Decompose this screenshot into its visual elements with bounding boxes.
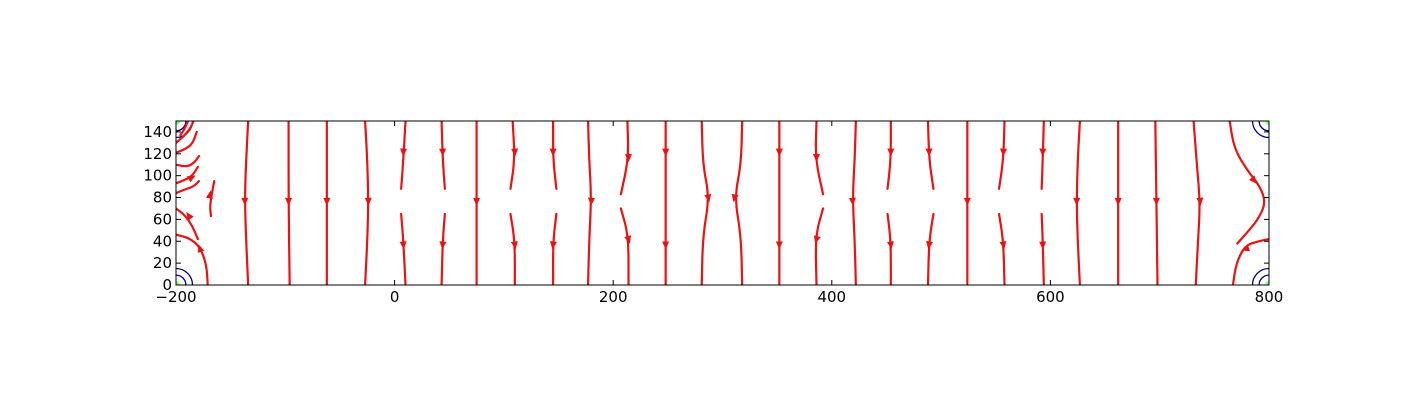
contour-ring-1-2: [176, 121, 180, 125]
arrowhead-35-0: [926, 241, 934, 250]
streamline-37: [997, 121, 1006, 190]
arrowhead-18-0: [511, 148, 519, 157]
arrowhead-33-0: [886, 241, 894, 250]
streamline-39: [1040, 121, 1045, 190]
arrowhead-5-0: [186, 175, 196, 183]
x-tick-label: 600: [1036, 288, 1065, 306]
arrowhead-22-0: [587, 197, 595, 206]
arrowhead-1-0: [186, 212, 194, 221]
arrowhead-19-0: [510, 241, 518, 250]
streamline-32: [886, 121, 892, 190]
x-tick-label: 0: [390, 288, 400, 306]
y-tick-label: 60: [153, 210, 172, 228]
y-tick-label: 120: [143, 145, 172, 163]
arrowhead-13-0: [400, 148, 408, 157]
y-tick-label: 40: [153, 232, 172, 250]
arrowhead-14-0: [399, 241, 407, 250]
x-tick-label: 200: [599, 288, 628, 306]
arrowhead-46-0: [1241, 244, 1251, 252]
streamline-3: [176, 180, 201, 195]
y-tick-label: 140: [143, 123, 172, 141]
arrowhead-25-0: [662, 148, 670, 157]
y-axis: 0 20 40 60 80 100 120 140: [143, 123, 1269, 294]
x-tick-label: 400: [817, 288, 846, 306]
streamline-6: [176, 130, 198, 154]
arrowhead-15-0: [439, 148, 447, 157]
arrowhead-43-0: [1152, 197, 1160, 206]
y-tick-label: 100: [143, 167, 172, 185]
arrowhead-23-0: [624, 153, 632, 163]
arrowhead-40-0: [1039, 241, 1047, 250]
arrowhead-21-0: [549, 241, 557, 250]
arrowhead-32-0: [887, 148, 895, 157]
arrowhead-45-0: [1249, 175, 1257, 184]
arrowhead-9-0: [241, 197, 249, 206]
arrowhead-12-0: [364, 197, 372, 206]
arrowhead-29-0: [813, 153, 821, 163]
arrowhead-0-0: [197, 244, 205, 253]
arrowhead-37-0: [999, 148, 1007, 157]
arrowhead-layer: [186, 148, 1257, 253]
arrowhead-25-1: [662, 241, 670, 250]
axes-background: [176, 121, 1269, 285]
arrowhead-16-0: [439, 241, 447, 250]
arrowhead-11-0: [323, 197, 331, 206]
arrowhead-38-0: [999, 241, 1007, 250]
arrowhead-41-0: [1073, 197, 1081, 206]
y-tick-label: 0: [162, 276, 172, 294]
streamline-45: [1228, 121, 1266, 245]
arrowhead-42-0: [1114, 197, 1122, 206]
arrowhead-2-0: [205, 190, 213, 199]
y-tick-label: 80: [153, 189, 172, 207]
arrowhead-39-0: [1039, 148, 1047, 157]
arrowhead-27-0: [731, 193, 739, 203]
y-tick-label: 20: [153, 254, 172, 272]
streamline-1: [176, 207, 199, 241]
arrowhead-44-0: [1196, 197, 1204, 206]
streamline-7: [176, 121, 195, 144]
contour-ring-0-2: [176, 281, 180, 285]
streamline-15: [440, 121, 446, 190]
x-tick-label: 800: [1255, 288, 1284, 306]
streamline-13: [400, 121, 407, 190]
arrowhead-31-0: [848, 197, 856, 206]
axes-frame: [175, 120, 1270, 286]
x-axis: −200 0 200 400 600 800: [155, 121, 1283, 306]
streamline-20: [551, 121, 558, 190]
x-tick-label: −200: [155, 288, 196, 306]
streamline-34: [926, 121, 935, 190]
arrowhead-28-0: [775, 148, 783, 157]
arrowhead-20-0: [549, 148, 557, 157]
streamline-18: [509, 121, 516, 190]
arrowhead-26-0: [704, 193, 712, 203]
arrowhead-17-0: [473, 197, 481, 206]
streamline-4: [176, 154, 201, 168]
arrowhead-28-1: [775, 241, 783, 250]
arrowhead-36-0: [963, 197, 971, 206]
streamline-2: [209, 180, 216, 218]
arrowhead-34-0: [925, 148, 933, 157]
streamline-8: [179, 121, 190, 137]
arrowhead-24-0: [624, 235, 632, 244]
arrowhead-30-0: [813, 235, 821, 244]
arrowhead-10-0: [285, 197, 293, 206]
